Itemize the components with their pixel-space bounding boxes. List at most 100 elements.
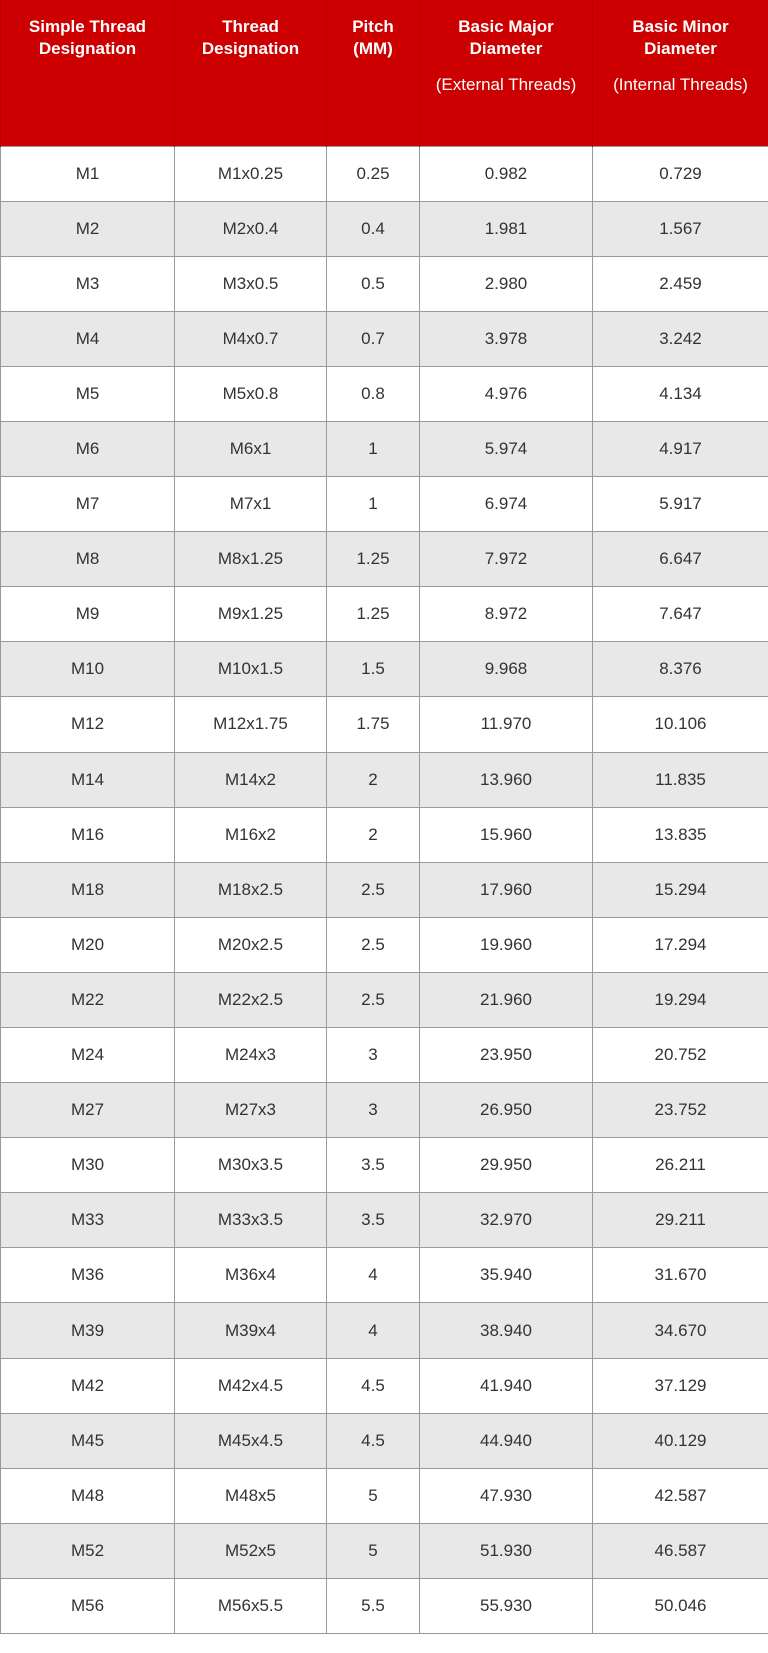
column-header: Simple Thread Designation (0, 0, 175, 146)
table-row: M3 M3x0.5 0.5 2.980 2.459 (0, 255, 768, 312)
column-header-subtitle: (External Threads) (435, 75, 577, 94)
table-cell: 7.647 (592, 586, 768, 643)
table-cell: M14 (0, 751, 175, 808)
table-cell: M56 (0, 1577, 175, 1635)
table-cell: 6.974 (419, 476, 593, 533)
table-cell: 3.978 (419, 310, 593, 367)
column-header-title: Basic Major Diameter (458, 17, 554, 58)
table-cell: M52x5 (174, 1522, 327, 1579)
table-row: M7 M7x1 1 6.974 5.917 (0, 476, 768, 533)
table-cell: M48x5 (174, 1467, 327, 1524)
table-cell: M22 (0, 971, 175, 1029)
table-cell: 15.294 (592, 861, 768, 918)
table-row: M20 M20x2.5 2.5 19.960 17.294 (0, 916, 768, 973)
table-cell: M27 (0, 1082, 175, 1139)
table-cell: 1.25 (326, 586, 420, 643)
table-cell: M3 (0, 255, 175, 312)
table-cell: 3.5 (326, 1137, 420, 1194)
table-cell: M39 (0, 1302, 175, 1359)
table-cell: M16x2 (174, 806, 327, 863)
table-cell: M33x3.5 (174, 1192, 327, 1249)
table-row: M2 M2x0.4 0.4 1.981 1.567 (0, 200, 768, 257)
table-cell: 32.970 (419, 1192, 593, 1249)
table-cell: M7x1 (174, 476, 327, 533)
table-cell: M16 (0, 806, 175, 863)
table-cell: 4.917 (592, 420, 768, 478)
table-row: M22 M22x2.5 2.5 21.960 19.294 (0, 971, 768, 1029)
column-header-title: Basic Minor Diameter (632, 17, 729, 58)
table-cell: M24 (0, 1026, 175, 1084)
table-cell: 37.129 (592, 1357, 768, 1414)
table-cell: 11.835 (592, 751, 768, 808)
table-row: M33 M33x3.5 3.5 32.970 29.211 (0, 1192, 768, 1249)
table-row: M18 M18x2.5 2.5 17.960 15.294 (0, 861, 768, 918)
table-cell: M6 (0, 420, 175, 478)
table-cell: M20x2.5 (174, 916, 327, 973)
table-cell: 6.647 (592, 531, 768, 588)
table-cell: 17.960 (419, 861, 593, 918)
table-cell: 3.242 (592, 310, 768, 367)
table-cell: M27x3 (174, 1082, 327, 1139)
table-cell: M33 (0, 1192, 175, 1249)
table-cell: 34.670 (592, 1302, 768, 1359)
table-cell: 0.729 (592, 145, 768, 202)
table-cell: 5 (326, 1467, 420, 1524)
table-cell: 4 (326, 1247, 420, 1304)
table-row: M30 M30x3.5 3.5 29.950 26.211 (0, 1137, 768, 1194)
table-row: M6 M6x1 1 5.974 4.917 (0, 420, 768, 478)
table-row: M27 M27x3 3 26.950 23.752 (0, 1082, 768, 1139)
table-cell: 40.129 (592, 1412, 768, 1469)
table-cell: 38.940 (419, 1302, 593, 1359)
table-cell: M39x4 (174, 1302, 327, 1359)
table-cell: 23.950 (419, 1026, 593, 1084)
table-cell: M2x0.4 (174, 200, 327, 257)
table-cell: 0.982 (419, 145, 593, 202)
table-row: M12 M12x1.75 1.75 11.970 10.106 (0, 696, 768, 753)
table-cell: M48 (0, 1467, 175, 1524)
table-row: M4 M4x0.7 0.7 3.978 3.242 (0, 310, 768, 367)
table-cell: 3.5 (326, 1192, 420, 1249)
table-cell: M6x1 (174, 420, 327, 478)
table-cell: 3 (326, 1082, 420, 1139)
table-cell: M2 (0, 200, 175, 257)
table-cell: 8.972 (419, 586, 593, 643)
table-cell: 42.587 (592, 1467, 768, 1524)
table-cell: 41.940 (419, 1357, 593, 1414)
column-header: Pitch (MM) (326, 0, 420, 146)
table-body: M1 M1x0.25 0.25 0.982 0.729 M2 M2x0.4 0.4 1.981 1… (0, 145, 768, 1635)
table-cell: 1 (326, 420, 420, 478)
table-cell: 4.134 (592, 365, 768, 422)
table-cell: 0.5 (326, 255, 420, 312)
table-cell: 0.25 (326, 145, 420, 202)
table-cell: M36x4 (174, 1247, 327, 1304)
table-cell: M56x5.5 (174, 1577, 327, 1635)
table-row: M56 M56x5.5 5.5 55.930 50.046 (0, 1577, 768, 1635)
table-cell: 15.960 (419, 806, 593, 863)
table-row: M36 M36x4 4 35.940 31.670 (0, 1247, 768, 1304)
table-cell: 20.752 (592, 1026, 768, 1084)
table-cell: M30x3.5 (174, 1137, 327, 1194)
table-cell: M42x4.5 (174, 1357, 327, 1414)
table-cell: 4 (326, 1302, 420, 1359)
table-row: M16 M16x2 2 15.960 13.835 (0, 806, 768, 863)
table-cell: 5.5 (326, 1577, 420, 1635)
table-cell: 13.960 (419, 751, 593, 808)
table-cell: 9.968 (419, 641, 593, 698)
table-cell: 0.8 (326, 365, 420, 422)
table-cell: 5.917 (592, 476, 768, 533)
table-cell: 2.5 (326, 861, 420, 918)
table-cell: M3x0.5 (174, 255, 327, 312)
table-cell: 19.294 (592, 971, 768, 1029)
column-header-subtitle: (Internal Threads) (613, 75, 748, 94)
table-cell: M42 (0, 1357, 175, 1414)
table-cell: 44.940 (419, 1412, 593, 1469)
table-cell: 2 (326, 806, 420, 863)
table-cell: M24x3 (174, 1026, 327, 1084)
table-cell: M12x1.75 (174, 696, 327, 753)
table-cell: 11.970 (419, 696, 593, 753)
table-cell: 50.046 (592, 1577, 768, 1635)
table-cell: 8.376 (592, 641, 768, 698)
table-cell: M36 (0, 1247, 175, 1304)
table-cell: M1 (0, 145, 175, 202)
